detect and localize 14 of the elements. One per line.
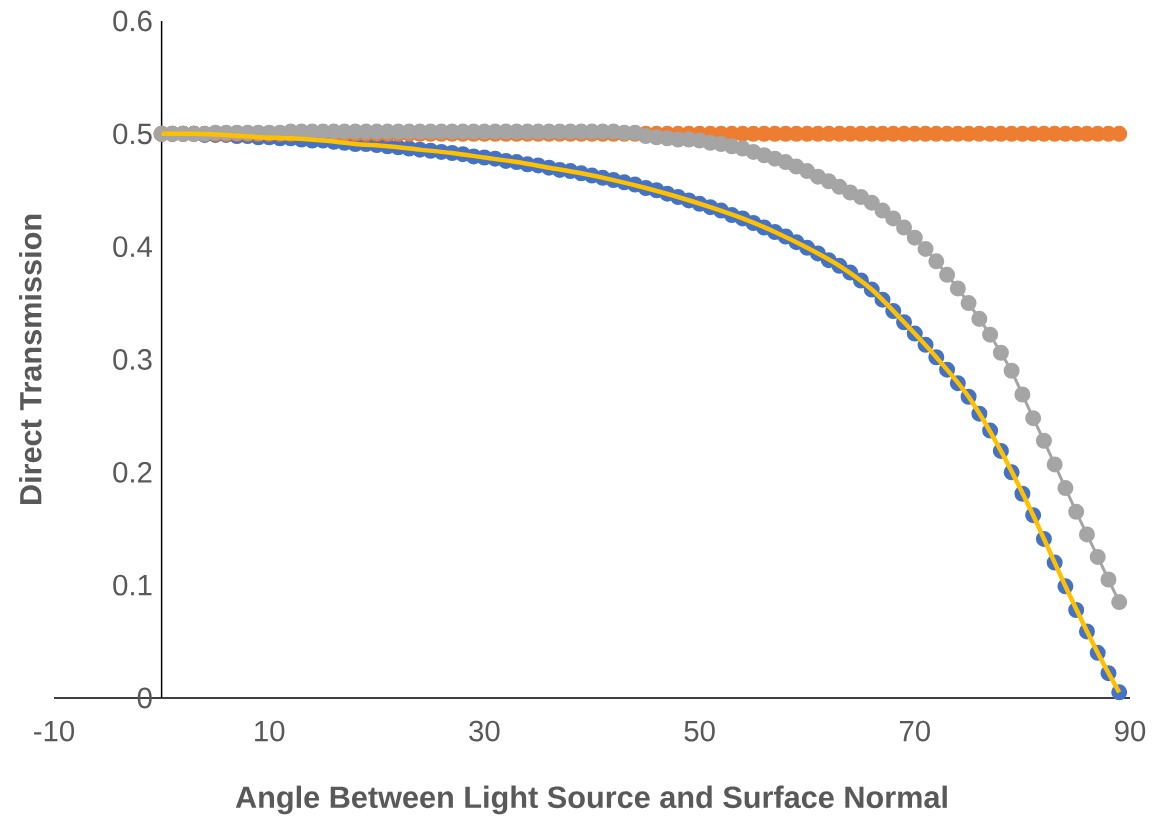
x-tick-label: 30 — [469, 720, 500, 742]
y-tick-label: 0.3 — [113, 349, 152, 370]
x-tick-label: 70 — [899, 720, 930, 742]
x-tick-label: -10 — [34, 720, 75, 742]
x-tick-label: 10 — [255, 720, 285, 742]
y-axis-title: Direct Transmission — [19, 214, 42, 505]
y-tick-label: 0.1 — [113, 574, 152, 596]
y-tick-label: 0.5 — [113, 123, 152, 145]
x-tick-label: 50 — [684, 720, 715, 742]
y-tick-label: 0.6 — [113, 10, 152, 32]
y-tick-label: 0.4 — [113, 236, 153, 258]
x-axis-title: Angle Between Light Source and Surface Normal — [235, 785, 947, 815]
x-tick-label: 90 — [1115, 720, 1146, 742]
y-tick-label: 0.2 — [113, 461, 152, 483]
